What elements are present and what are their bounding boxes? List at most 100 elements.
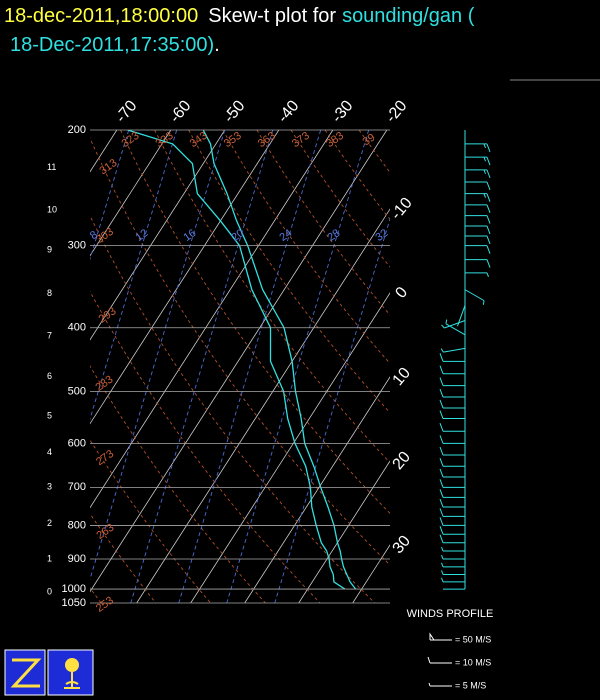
height-label: 8	[47, 288, 52, 298]
theta-label: 283	[94, 373, 116, 393]
pressure-label: 1050	[62, 597, 86, 609]
temperature-label: 10	[390, 364, 415, 389]
logo-icon	[65, 658, 79, 672]
dry-adiabat	[188, 130, 390, 414]
temperature-label: -20	[383, 97, 411, 126]
wind-barb	[439, 399, 465, 409]
title-source: sounding/gan (	[342, 5, 475, 27]
isotherm	[90, 130, 172, 257]
wind-barb	[439, 489, 465, 498]
mixing-ratio-label: 24	[277, 227, 294, 244]
isotherm	[90, 130, 226, 341]
temperature-label: -60	[167, 97, 195, 126]
wind-barb	[439, 410, 465, 420]
wind-barb	[439, 423, 465, 432]
dry-adiabat	[324, 130, 390, 221]
temperature-label: -40	[275, 97, 303, 126]
height-label: 9	[47, 245, 52, 255]
wind-barb	[441, 577, 465, 583]
dry-adiabat	[154, 130, 390, 464]
wind-barb	[439, 479, 465, 488]
height-label: 7	[47, 331, 52, 341]
wind-barb	[464, 289, 485, 305]
height-label: 2	[47, 518, 52, 528]
pressure-label: 500	[68, 385, 86, 397]
legend-label: = 10 M/S	[455, 657, 491, 667]
wind-barb	[441, 320, 466, 329]
isotherm	[352, 544, 390, 603]
wind-barb	[441, 570, 465, 575]
height-label: 11	[47, 162, 56, 172]
temperature-label: -30	[329, 97, 357, 126]
pressure-label: 900	[68, 553, 86, 565]
mixing-ratio-label: 32	[373, 227, 390, 244]
wind-barb	[439, 353, 465, 362]
legend-item: = 10 M/S	[427, 656, 491, 667]
mixing-ratio-line	[130, 130, 274, 603]
temperature-label: 30	[390, 532, 415, 557]
pressure-label: 1000	[62, 583, 86, 595]
temperature-label: -50	[221, 97, 249, 126]
wind-barb	[439, 517, 465, 526]
theta-label: 293	[97, 305, 119, 325]
mixing-ratio-line	[226, 130, 370, 603]
legend-label: = 5 M/S	[455, 680, 486, 690]
dry-adiabat	[90, 365, 266, 603]
wind-barb	[465, 193, 491, 202]
pressure-label: 800	[68, 519, 86, 531]
mixing-ratio-label: 28	[325, 227, 342, 244]
wind-barb	[439, 377, 465, 387]
theta-label: 333	[154, 130, 176, 150]
legend-symbol	[429, 632, 452, 641]
theta-label: 263	[94, 522, 116, 542]
title-end: .	[214, 34, 220, 56]
dry-adiabat	[222, 130, 390, 365]
height-label: 1	[47, 553, 52, 563]
wind-barb	[439, 508, 465, 517]
dry-adiabat	[90, 512, 157, 603]
wind-barb	[465, 235, 491, 245]
height-label: 6	[47, 371, 52, 381]
wind-barb	[439, 435, 465, 444]
theta-label: 313	[97, 157, 119, 177]
temperature-label: 20	[390, 448, 415, 473]
wind-barb	[439, 365, 465, 375]
wind-barb	[439, 458, 465, 467]
legend-title: WINDS PROFILE	[407, 608, 494, 620]
pressure-label: 400	[68, 322, 86, 334]
wind-barb	[465, 259, 491, 268]
wind-barb	[465, 169, 491, 179]
wind-barb	[465, 156, 491, 166]
dry-adiabat	[90, 587, 102, 603]
height-label: 10	[47, 205, 57, 215]
wind-barb	[439, 468, 465, 478]
title: 18-dec-2011,18:00:00 Skew-t plot for sound…	[4, 5, 475, 27]
height-label: 4	[47, 447, 52, 457]
pressure-label: 200	[68, 124, 86, 136]
wind-barb	[465, 245, 491, 254]
wind-barb	[439, 498, 465, 508]
pressure-label: 600	[68, 437, 86, 449]
legend-symbol	[428, 682, 452, 687]
theta-label: 353	[222, 130, 244, 150]
wind-barb	[445, 319, 466, 336]
dry-adiabat	[256, 130, 390, 316]
isotherm	[90, 130, 280, 425]
theta-label: 383	[324, 130, 346, 150]
legend-item: = 5 M/S	[428, 680, 486, 690]
logo-z	[10, 658, 42, 688]
wind-barb	[439, 388, 465, 398]
mixing-ratio-line	[178, 130, 322, 603]
temperature-label: 0	[392, 284, 411, 302]
isotherm	[136, 208, 390, 603]
pressure-label: 700	[68, 481, 86, 493]
mixing-ratio-line	[90, 130, 178, 421]
isotherm	[90, 130, 334, 509]
sounding-line	[127, 130, 346, 590]
temperature-label: -70	[113, 97, 141, 126]
wind-barb	[440, 347, 466, 353]
wind-barb	[465, 181, 491, 191]
mixing-ratio-label: 12	[133, 227, 150, 244]
wind-barb	[465, 225, 491, 235]
